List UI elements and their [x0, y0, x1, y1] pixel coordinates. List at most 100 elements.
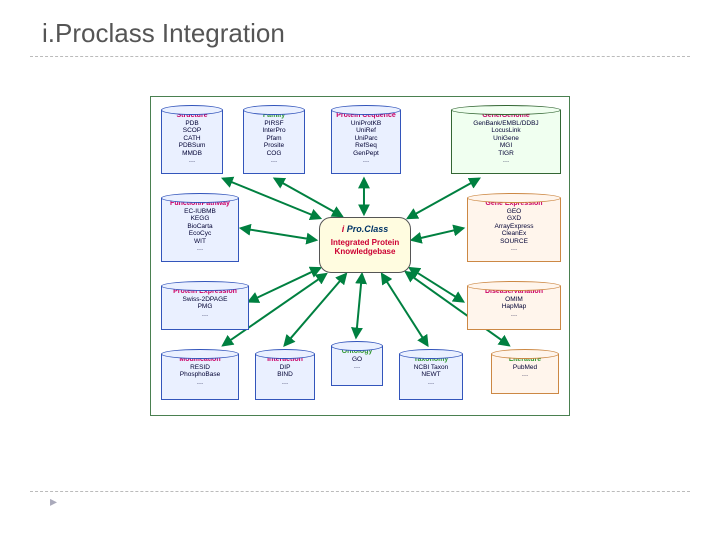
- db-item: KEGG: [164, 215, 236, 222]
- db-item: EcoCyc: [164, 230, 236, 237]
- cylinder-items: EC-IUBMBKEGGBioCartaEcoCycWIT: [164, 208, 236, 245]
- cylinder-items: GO: [334, 356, 380, 363]
- cylinder-ontology: OntologyGO…: [331, 341, 383, 386]
- cylinder-literature: LiteraturePubMed…: [491, 349, 559, 394]
- cylinder-body: Disease/VariationOMIMHapMap…: [467, 286, 561, 330]
- db-item: PhosphoBase: [164, 371, 236, 378]
- ellipsis: …: [494, 371, 556, 378]
- cylinder-items: DIPBIND: [258, 364, 312, 379]
- ellipsis: …: [258, 379, 312, 386]
- cylinder-top: [467, 281, 561, 291]
- ellipsis: …: [470, 245, 558, 252]
- ellipsis: …: [164, 157, 220, 164]
- db-item: Prosite: [246, 142, 302, 149]
- cylinder-top: [161, 281, 249, 291]
- db-item: DIP: [258, 364, 312, 371]
- cylinder-top: [161, 105, 223, 115]
- cylinder-body: LiteraturePubMed…: [491, 354, 559, 394]
- cylinder-top: [161, 349, 239, 359]
- db-item: CleanEx: [470, 230, 558, 237]
- ellipsis: …: [164, 311, 246, 318]
- cylinder-body: StructurePDBSCOPCATHPDBSumMMDB…: [161, 110, 223, 174]
- db-item: MGI: [454, 142, 558, 149]
- cylinder-family: FamilyPIRSFInterProPfamPrositeCOG…: [243, 105, 305, 174]
- cylinder-body: TaxonomyNCBI TaxonNEWT…: [399, 354, 463, 400]
- cylinder-expression-gene: Gene ExpressionGEOGXDArrayExpressCleanEx…: [467, 193, 561, 262]
- db-item: SOURCE: [470, 238, 558, 245]
- db-item: RefSeq: [334, 142, 398, 149]
- cylinder-gene: Gene/GenomeGenBank/EMBL/DDBJLocusLinkUni…: [451, 105, 561, 174]
- db-item: SCOP: [164, 127, 220, 134]
- db-item: PDB: [164, 120, 220, 127]
- db-item: GenBank/EMBL/DDBJ: [454, 120, 558, 127]
- cylinder-body: FamilyPIRSFInterProPfamPrositeCOG…: [243, 110, 305, 174]
- cylinder-top: [451, 105, 561, 115]
- page-title: i.Proclass Integration: [42, 18, 285, 49]
- db-item: GXD: [470, 215, 558, 222]
- cylinder-body: Protein CequenceUniProtKBUniRefUniParcRe…: [331, 110, 401, 174]
- center-subtitle: Integrated ProteinKnowledgebase: [324, 238, 406, 256]
- cylinder-items: NCBI TaxonNEWT: [402, 364, 460, 379]
- cylinder-items: OMIMHapMap: [470, 296, 558, 311]
- cylinder-items: PIRSFInterProPfamPrositeCOG: [246, 120, 302, 157]
- db-item: UniProtKB: [334, 120, 398, 127]
- cylinder-top: [399, 349, 463, 359]
- cylinder-sequence: Protein CequenceUniProtKBUniRefUniParcRe…: [331, 105, 401, 174]
- db-item: GenPept: [334, 150, 398, 157]
- ellipsis: …: [164, 245, 236, 252]
- bullet-glyph: ▸: [50, 493, 57, 510]
- db-item: MMDB: [164, 150, 220, 157]
- db-item: BIND: [258, 371, 312, 378]
- cylinder-expression-prot: Protein ExpressionSwiss-2DPAGEPMG…: [161, 281, 249, 330]
- db-item: UniParc: [334, 135, 398, 142]
- cylinder-top: [255, 349, 315, 359]
- cylinder-body: Gene/GenomeGenBank/EMBL/DDBJLocusLinkUni…: [451, 110, 561, 174]
- ellipsis: …: [454, 157, 558, 164]
- ellipsis: …: [164, 379, 236, 386]
- cylinder-top: [331, 105, 401, 115]
- ellipsis: …: [246, 157, 302, 164]
- ellipsis: …: [334, 157, 398, 164]
- cylinder-top: [331, 341, 383, 351]
- cylinder-body: Gene ExpressionGEOGXDArrayExpressCleanEx…: [467, 198, 561, 262]
- db-item: PDBSum: [164, 142, 220, 149]
- db-item: BioCarta: [164, 223, 236, 230]
- db-item: NEWT: [402, 371, 460, 378]
- cylinder-items: Swiss-2DPAGEPMG: [164, 296, 246, 311]
- ellipsis: …: [402, 379, 460, 386]
- db-item: TIGR: [454, 150, 558, 157]
- cylinder-structure: StructurePDBSCOPCATHPDBSumMMDB…: [161, 105, 223, 174]
- cylinder-top: [491, 349, 559, 359]
- db-item: GO: [334, 356, 380, 363]
- arrow: [382, 274, 428, 346]
- divider-bottom: [30, 491, 690, 492]
- integration-diagram: StructurePDBSCOPCATHPDBSumMMDB…FamilyPIR…: [150, 96, 570, 416]
- arrow: [412, 228, 464, 240]
- cylinder-items: GenBank/EMBL/DDBJLocusLinkUniGeneMGITIGR: [454, 120, 558, 157]
- center-proclass: i Pro.ClassIntegrated ProteinKnowledgeba…: [319, 217, 411, 273]
- cylinder-items: RESIDPhosphoBase: [164, 364, 236, 379]
- db-item: OMIM: [470, 296, 558, 303]
- cylinder-items: PDBSCOPCATHPDBSumMMDB: [164, 120, 220, 157]
- cylinder-interaction: InteractionDIPBIND…: [255, 349, 315, 400]
- db-item: InterPro: [246, 127, 302, 134]
- db-item: CATH: [164, 135, 220, 142]
- cylinder-items: GEOGXDArrayExpressCleanExSOURCE: [470, 208, 558, 245]
- db-item: RESID: [164, 364, 236, 371]
- cylinder-body: ModificationRESIDPhosphoBase…: [161, 354, 239, 400]
- arrow: [275, 178, 343, 216]
- cylinder-body: OntologyGO…: [331, 346, 383, 386]
- arrow: [241, 228, 317, 240]
- cylinder-body: Function/PathwayEC-IUBMBKEGGBioCartaEcoC…: [161, 198, 239, 262]
- divider-top: [30, 56, 690, 57]
- cylinder-items: UniProtKBUniRefUniParcRefSeqGenPept: [334, 120, 398, 157]
- cylinder-top: [467, 193, 561, 203]
- db-item: UniRef: [334, 127, 398, 134]
- cylinder-taxonomy: TaxonomyNCBI TaxonNEWT…: [399, 349, 463, 400]
- db-item: PMG: [164, 303, 246, 310]
- db-item: WIT: [164, 238, 236, 245]
- db-item: NCBI Taxon: [402, 364, 460, 371]
- db-item: HapMap: [470, 303, 558, 310]
- db-item: Swiss-2DPAGE: [164, 296, 246, 303]
- db-item: ArrayExpress: [470, 223, 558, 230]
